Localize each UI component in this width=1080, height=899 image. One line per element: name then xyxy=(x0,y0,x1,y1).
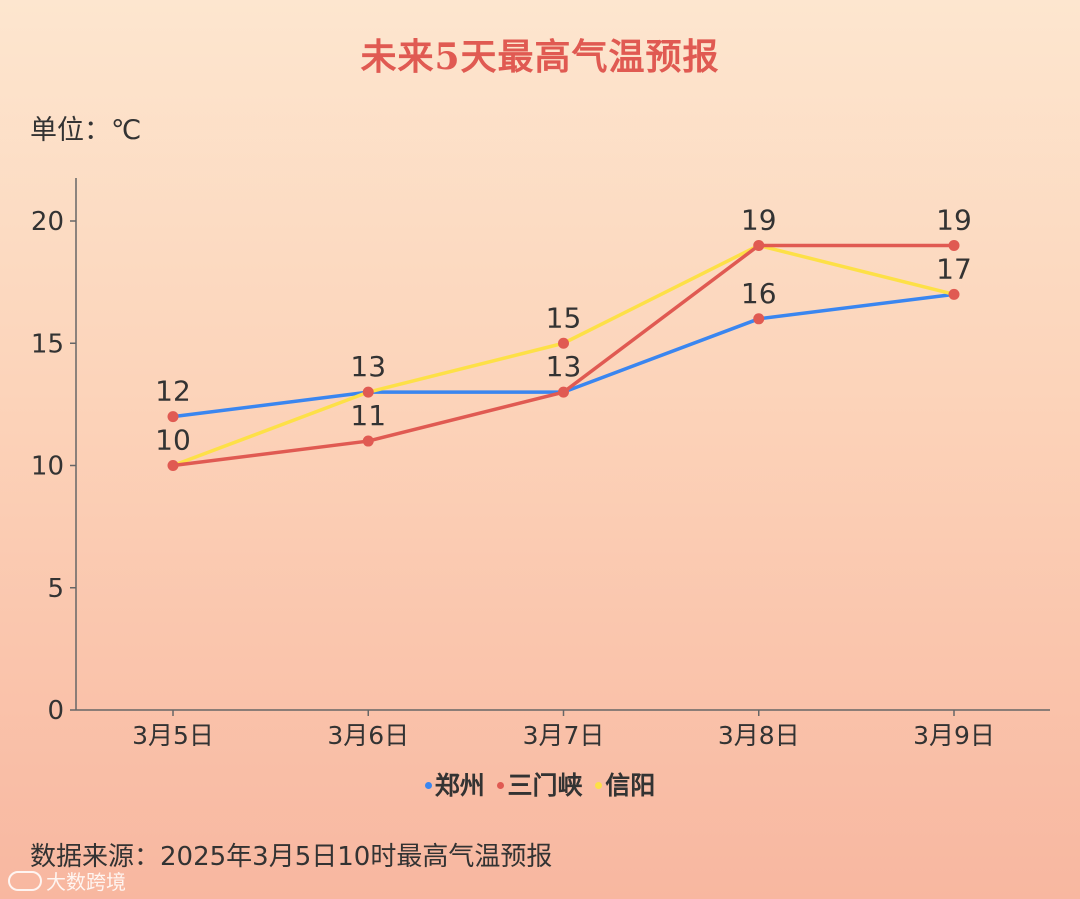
data-label: 17 xyxy=(936,252,972,285)
data-point xyxy=(167,411,179,423)
data-point xyxy=(362,386,374,398)
legend: 郑州 三门峡 信阳 xyxy=(0,766,1080,802)
data-label: 13 xyxy=(546,350,582,383)
unit-label: 单位：℃ xyxy=(30,115,142,146)
y-tick-label: 10 xyxy=(31,452,64,482)
data-source-note: 数据来源：2025年3月5日10时最高气温预报 xyxy=(30,842,553,872)
legend-item-xinyang: 信阳 xyxy=(595,766,655,802)
y-tick-label: 5 xyxy=(47,574,64,604)
data-label: 16 xyxy=(741,277,777,310)
legend-item-zhengzhou: 郑州 xyxy=(424,766,485,802)
x-tick-label: 3月7日 xyxy=(523,721,605,750)
x-tick-label: 3月9日 xyxy=(913,721,995,750)
watermark: 大数跨境 xyxy=(8,866,126,895)
data-label: 12 xyxy=(155,375,191,408)
data-point xyxy=(558,337,569,349)
data-label: 11 xyxy=(350,399,386,432)
y-tick-label: 20 xyxy=(31,207,64,237)
data-label: 19 xyxy=(936,203,972,236)
legend-label: 郑州 xyxy=(434,771,485,800)
x-tick-label: 3月8日 xyxy=(718,721,800,750)
y-tick-label: 0 xyxy=(47,696,64,726)
data-label: 19 xyxy=(741,203,777,236)
data-point xyxy=(362,435,374,447)
data-label: 15 xyxy=(546,301,582,334)
x-tick-label: 3月5日 xyxy=(132,721,214,750)
legend-item-sanmenxia: 三门峡 xyxy=(497,766,583,802)
watermark-text: 大数跨境 xyxy=(46,870,126,894)
logo-icon xyxy=(8,870,42,891)
data-point xyxy=(753,239,765,251)
data-point xyxy=(167,460,179,471)
legend-dot-icon xyxy=(595,782,603,789)
legend-label: 信阳 xyxy=(605,771,656,800)
x-tick-label: 3月6日 xyxy=(327,721,409,750)
chart-title: 未来5天最高气温预报 xyxy=(360,36,720,78)
data-point xyxy=(948,239,960,251)
data-label: 13 xyxy=(350,350,386,383)
legend-dot-icon xyxy=(424,782,432,789)
data-point xyxy=(948,288,960,300)
data-point xyxy=(558,386,569,398)
y-tick-label: 15 xyxy=(31,329,64,359)
legend-label: 三门峡 xyxy=(507,771,583,800)
legend-dot-icon xyxy=(497,782,505,789)
data-point xyxy=(753,313,765,325)
data-label: 10 xyxy=(155,424,191,457)
